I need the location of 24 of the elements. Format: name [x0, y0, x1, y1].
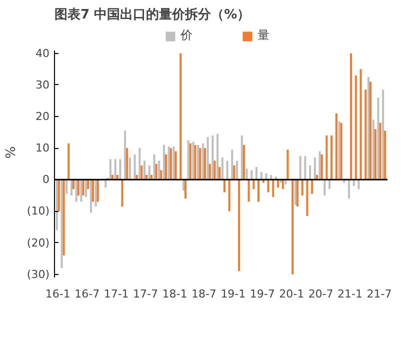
y-tick-label: (10) [26, 204, 50, 218]
y-axis-title: % [4, 146, 19, 159]
x-tick-label: 18-1 [162, 288, 188, 300]
x-tick-label: 21-7 [366, 288, 392, 300]
x-tick-label: 18-7 [191, 288, 216, 300]
x-tick-label: 16-1 [45, 288, 70, 300]
x-tick-label: 19-1 [220, 288, 246, 300]
y-tick-label: 10 [36, 142, 50, 155]
x-tick-label: 17-7 [133, 288, 158, 300]
y-tick-label: (30) [26, 268, 50, 281]
x-tick-label: 17-1 [104, 288, 129, 300]
y-tick-label: 30 [36, 78, 50, 92]
x-tick-label: 16-7 [74, 288, 100, 300]
legend-label: 价 [180, 27, 194, 44]
y-tick-label: 20 [36, 110, 50, 124]
y-tick-label: 40 [36, 46, 50, 60]
x-tick-label: 19-7 [250, 288, 275, 300]
chart-title: 图表7 中国出口的量价拆分（%） [54, 8, 250, 22]
y-tick-label: (20) [26, 236, 50, 250]
x-tick-label: 20-1 [279, 288, 304, 300]
x-tick-label: 21-1 [338, 288, 362, 300]
legend-label: 量 [258, 27, 270, 44]
x-tick-label: 20-7 [308, 288, 334, 300]
y-tick-label: 0 [42, 173, 50, 186]
